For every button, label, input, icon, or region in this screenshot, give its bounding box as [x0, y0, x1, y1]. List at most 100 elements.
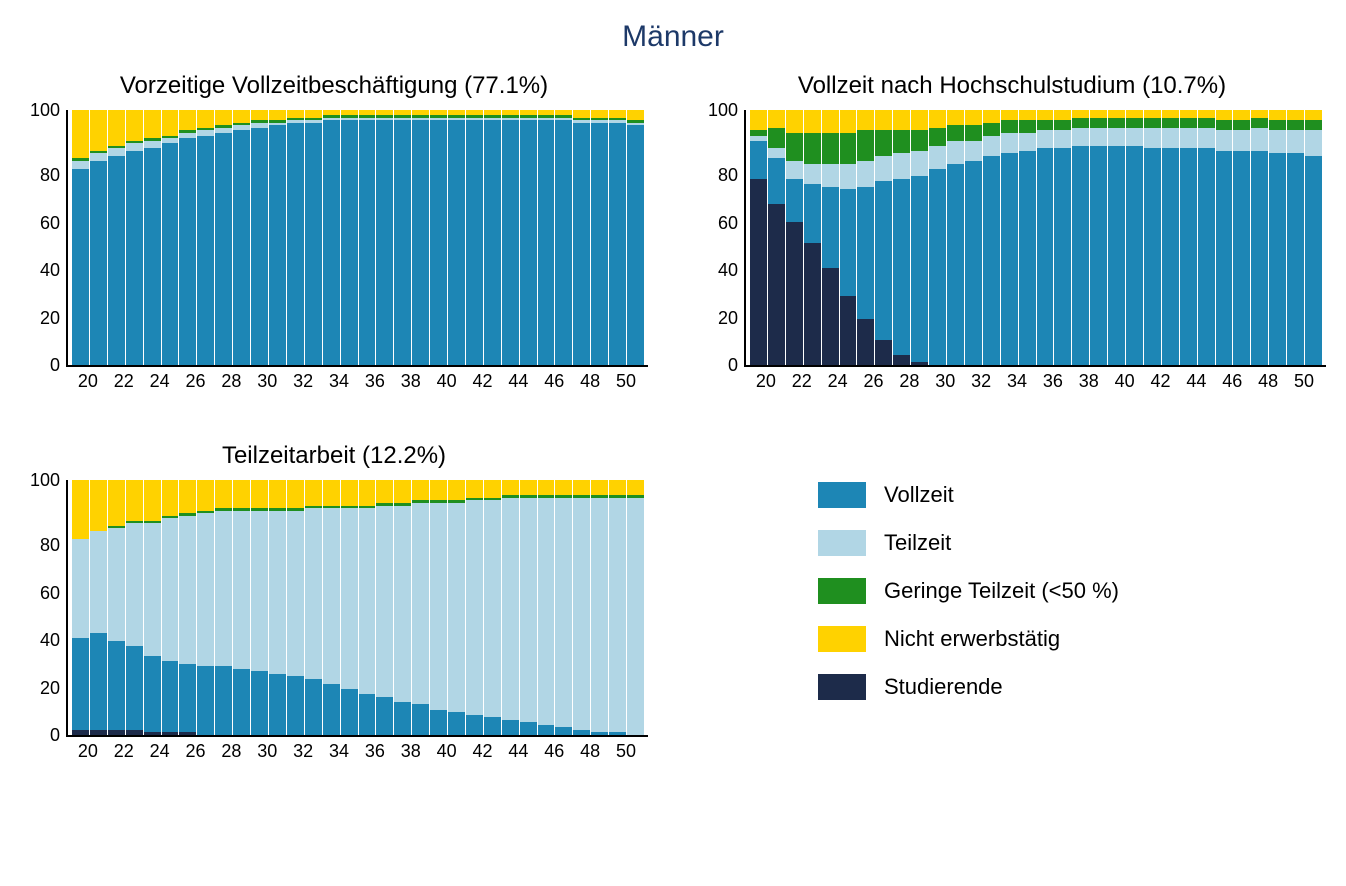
- segment-nicht_erwerbstaetig: [1216, 110, 1233, 120]
- segment-geringe_teilzeit: [1072, 118, 1089, 128]
- figure: Männer Vorzeitige Vollzeitbeschäftigung …: [20, 20, 1326, 762]
- segment-teilzeit: [341, 508, 358, 689]
- panel-2-yaxis: 100806040200: [698, 110, 744, 365]
- segment-studierende: [804, 243, 821, 365]
- segment-vollzeit: [269, 125, 286, 365]
- segment-nicht_erwerbstaetig: [750, 110, 767, 130]
- x-tick-label: 50: [608, 741, 644, 762]
- segment-teilzeit: [1019, 133, 1036, 151]
- segment-vollzeit: [1144, 148, 1161, 365]
- segment-teilzeit: [983, 136, 1000, 156]
- segment-teilzeit: [1287, 130, 1304, 153]
- x-tick-label: 40: [429, 371, 465, 392]
- segment-nicht_erwerbstaetig: [1305, 110, 1322, 120]
- segment-nicht_erwerbstaetig: [983, 110, 1000, 123]
- bar: [502, 110, 519, 365]
- x-tick-label: 30: [927, 371, 963, 392]
- segment-teilzeit: [305, 508, 322, 679]
- segment-vollzeit: [591, 123, 608, 365]
- bar: [573, 480, 590, 735]
- bar: [323, 110, 340, 365]
- bar: [269, 110, 286, 365]
- segment-teilzeit: [126, 143, 143, 151]
- segment-teilzeit: [1162, 128, 1179, 148]
- bar: [430, 480, 447, 735]
- segment-vollzeit: [822, 187, 839, 269]
- segment-vollzeit: [466, 715, 483, 735]
- bar: [609, 480, 626, 735]
- segment-nicht_erwerbstaetig: [394, 480, 411, 503]
- panel-grid: Vorzeitige Vollzeitbeschäftigung (77.1%)…: [20, 72, 1326, 762]
- segment-nicht_erwerbstaetig: [609, 480, 626, 495]
- bar: [233, 110, 250, 365]
- segment-teilzeit: [1090, 128, 1107, 146]
- segment-geringe_teilzeit: [1108, 118, 1125, 128]
- segment-nicht_erwerbstaetig: [412, 480, 429, 500]
- segment-teilzeit: [1233, 130, 1250, 150]
- x-tick-label: 36: [357, 741, 393, 762]
- segment-nicht_erwerbstaetig: [965, 110, 982, 125]
- bar: [609, 110, 626, 365]
- segment-geringe_teilzeit: [1126, 118, 1143, 128]
- segment-vollzeit: [911, 176, 928, 362]
- segment-teilzeit: [1126, 128, 1143, 146]
- x-tick-label: 34: [321, 741, 357, 762]
- panel-3-yaxis: 100806040200: [20, 480, 66, 735]
- y-tick-label: 0: [50, 356, 60, 374]
- bar: [197, 110, 214, 365]
- segment-nicht_erwerbstaetig: [1001, 110, 1018, 120]
- segment-vollzeit: [144, 656, 161, 733]
- segment-teilzeit: [287, 511, 304, 677]
- segment-vollzeit: [1198, 148, 1215, 365]
- segment-geringe_teilzeit: [804, 133, 821, 164]
- y-tick-label: 20: [40, 679, 60, 697]
- segment-nicht_erwerbstaetig: [768, 110, 785, 128]
- bar: [1072, 110, 1089, 365]
- segment-vollzeit: [768, 158, 785, 204]
- segment-studierende: [162, 732, 179, 735]
- segment-vollzeit: [341, 120, 358, 365]
- segment-nicht_erwerbstaetig: [359, 480, 376, 506]
- segment-vollzeit: [162, 661, 179, 732]
- x-tick-label: 48: [572, 371, 608, 392]
- segment-nicht_erwerbstaetig: [179, 110, 196, 130]
- segment-vollzeit: [162, 143, 179, 365]
- segment-vollzeit: [448, 712, 465, 735]
- segment-teilzeit: [609, 498, 626, 733]
- y-tick-label: 80: [718, 166, 738, 184]
- segment-teilzeit: [90, 531, 107, 633]
- segment-teilzeit: [1269, 130, 1286, 153]
- segment-teilzeit: [233, 511, 250, 669]
- segment-vollzeit: [144, 148, 161, 365]
- x-tick-label: 36: [1035, 371, 1071, 392]
- legend-item-teilzeit: Teilzeit: [818, 530, 1326, 556]
- x-tick-label: 38: [393, 371, 429, 392]
- bar: [430, 110, 447, 365]
- legend-item-nicht_erwerbstaetig: Nicht erwerbstätig: [818, 626, 1326, 652]
- segment-studierende: [911, 362, 928, 365]
- segment-nicht_erwerbstaetig: [520, 480, 537, 495]
- segment-vollzeit: [1180, 148, 1197, 365]
- panel-3-bars: [72, 480, 644, 735]
- panel-1-plot: [66, 110, 648, 367]
- segment-vollzeit: [90, 161, 107, 365]
- segment-geringe_teilzeit: [929, 128, 946, 146]
- segment-nicht_erwerbstaetig: [911, 110, 928, 130]
- bar: [591, 480, 608, 735]
- segment-vollzeit: [197, 136, 214, 366]
- bar: [1287, 110, 1304, 365]
- y-tick-label: 60: [718, 214, 738, 232]
- panel-2-bars: [750, 110, 1322, 365]
- segment-teilzeit: [947, 141, 964, 164]
- panel-1-bars: [72, 110, 644, 365]
- segment-studierende: [179, 732, 196, 735]
- x-tick-label: 44: [1179, 371, 1215, 392]
- segment-nicht_erwerbstaetig: [857, 110, 874, 130]
- y-tick-label: 100: [30, 471, 60, 489]
- segment-teilzeit: [144, 523, 161, 656]
- x-tick-label: 26: [178, 371, 214, 392]
- segment-geringe_teilzeit: [1144, 118, 1161, 128]
- segment-nicht_erwerbstaetig: [786, 110, 803, 133]
- bar: [144, 480, 161, 735]
- panel-3-title: Teilzeitarbeit (12.2%): [20, 442, 648, 470]
